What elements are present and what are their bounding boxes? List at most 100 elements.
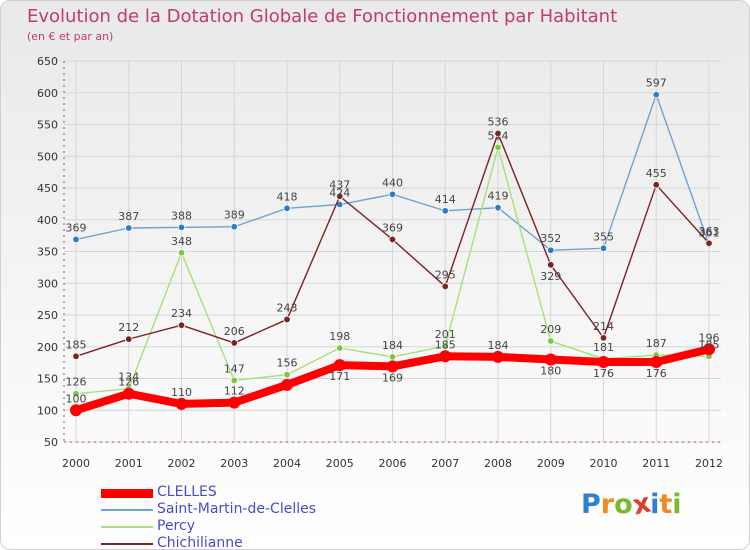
- data-label-chichilianne: 214: [593, 320, 614, 333]
- data-point-percy: [283, 370, 291, 379]
- data-label-saint-martin-de-clelles: 440: [382, 176, 403, 189]
- legend-swatch: [101, 526, 153, 528]
- data-label-saint-martin-de-clelles: 424: [329, 187, 350, 200]
- data-label-saint-martin-de-clelles: 361: [699, 227, 720, 240]
- x-tick-label: 2001: [115, 457, 143, 470]
- logo-letter: i: [650, 489, 660, 520]
- x-tick-label: 2010: [590, 457, 618, 470]
- data-point-saint-martin-de-clelles: [652, 90, 660, 99]
- data-point-clelles: [650, 355, 663, 368]
- data-label-percy: 147: [224, 362, 245, 375]
- data-point-percy: [177, 249, 186, 257]
- data-label-clelles: 126: [118, 376, 139, 389]
- series-saint-martin-de-clelles: [72, 90, 713, 254]
- data-point-clelles: [228, 396, 241, 409]
- data-label-chichilianne: 455: [646, 167, 667, 180]
- series-clelles: [70, 343, 715, 417]
- legend-swatch: [101, 488, 153, 498]
- data-point-chichilianne: [177, 321, 186, 329]
- y-tick-label: 650: [37, 55, 58, 68]
- data-point-chichilianne: [388, 235, 397, 244]
- data-point-clelles: [386, 360, 399, 373]
- x-tick-label: 2005: [326, 457, 354, 470]
- data-point-saint-martin-de-clelles: [177, 223, 186, 232]
- series: [70, 90, 715, 417]
- data-point-clelles: [597, 355, 610, 368]
- data-label-saint-martin-de-clelles: 597: [646, 77, 667, 90]
- data-label-saint-martin-de-clelles: 418: [277, 190, 298, 203]
- legend-label: CLELLES: [157, 484, 217, 500]
- data-label-chichilianne: 295: [435, 268, 456, 281]
- data-label-chichilianne: 369: [382, 221, 403, 234]
- logo-letter: P: [581, 489, 601, 520]
- data-point-chichilianne: [230, 339, 238, 347]
- data-label-percy: 201: [435, 328, 456, 341]
- y-tick-label: 550: [37, 119, 58, 132]
- data-point-percy: [336, 344, 344, 352]
- data-point-percy: [441, 342, 449, 350]
- data-point-chichilianne: [283, 315, 291, 324]
- data-point-chichilianne: [705, 239, 713, 247]
- x-tick-label: 2007: [431, 457, 459, 470]
- y-tick-label: 250: [37, 309, 58, 322]
- x-tick-label: 2000: [62, 457, 90, 470]
- data-point-chichilianne: [547, 261, 555, 269]
- data-label-clelles: 185: [435, 338, 456, 351]
- data-label-clelles: 184: [488, 339, 509, 352]
- data-label-clelles: 196: [699, 331, 720, 344]
- data-label-percy: 209: [540, 323, 561, 336]
- data-label-percy: 126: [66, 376, 87, 389]
- data-labels: 369 387 388 389 418 424 440 414 419 352 355 597 361 1…: [66, 77, 720, 406]
- logo-letter: i: [672, 489, 682, 520]
- y-tick-label: 450: [37, 182, 58, 195]
- y-tick-label: 150: [37, 373, 58, 386]
- data-label-chichilianne: 536: [488, 115, 509, 128]
- data-point-percy: [230, 376, 238, 385]
- data-point-chichilianne: [599, 334, 608, 342]
- data-point-saint-martin-de-clelles: [125, 224, 133, 232]
- x-tick-label: 2009: [537, 457, 565, 470]
- data-point-saint-martin-de-clelles: [441, 207, 449, 215]
- y-tick-label: 400: [37, 214, 58, 227]
- data-point-saint-martin-de-clelles: [494, 203, 502, 212]
- data-label-percy: 156: [277, 357, 298, 370]
- chart-subtitle: (en € et par an): [27, 30, 114, 43]
- legend-label: Chichilianne: [157, 535, 243, 550]
- y-tick-label: 50: [44, 436, 58, 449]
- data-point-clelles: [281, 378, 293, 391]
- y-tick-label: 350: [37, 246, 58, 259]
- data-point-saint-martin-de-clelles: [547, 246, 555, 254]
- data-point-clelles: [703, 343, 715, 356]
- y-tick-label: 500: [37, 150, 58, 163]
- data-label-percy: 181: [593, 341, 614, 354]
- data-label-percy: 134: [118, 371, 139, 384]
- data-point-saint-martin-de-clelles: [599, 244, 608, 253]
- y-tick-label: 200: [37, 341, 58, 354]
- legend-label: Percy: [157, 518, 195, 534]
- data-point-chichilianne: [652, 181, 660, 189]
- chart-title: Evolution de la Dotation Globale de Fonc…: [27, 6, 618, 27]
- data-label-chichilianne: 206: [224, 325, 245, 338]
- data-label-clelles: 176: [593, 367, 614, 380]
- data-point-saint-martin-de-clelles: [72, 235, 80, 244]
- data-label-clelles: 171: [329, 370, 350, 383]
- data-label-chichilianne: 185: [66, 338, 87, 351]
- data-point-percy: [72, 390, 80, 398]
- data-label-percy: 198: [329, 330, 350, 343]
- legend-swatch: [101, 509, 153, 511]
- x-tick-label: 2012: [695, 457, 723, 470]
- data-point-chichilianne: [125, 335, 133, 343]
- data-label-saint-martin-de-clelles: 388: [171, 209, 192, 222]
- data-label-percy: 514: [488, 129, 509, 142]
- x-tick-label: 2004: [273, 457, 301, 470]
- data-point-clelles: [333, 359, 346, 372]
- legend-swatch: [101, 543, 153, 545]
- data-label-chichilianne: 363: [699, 225, 720, 238]
- data-label-saint-martin-de-clelles: 355: [593, 230, 614, 243]
- data-label-saint-martin-de-clelles: 387: [118, 210, 139, 223]
- data-label-chichilianne: 243: [277, 301, 298, 314]
- data-label-chichilianne: 234: [171, 307, 192, 320]
- logo-letter: t: [659, 489, 673, 520]
